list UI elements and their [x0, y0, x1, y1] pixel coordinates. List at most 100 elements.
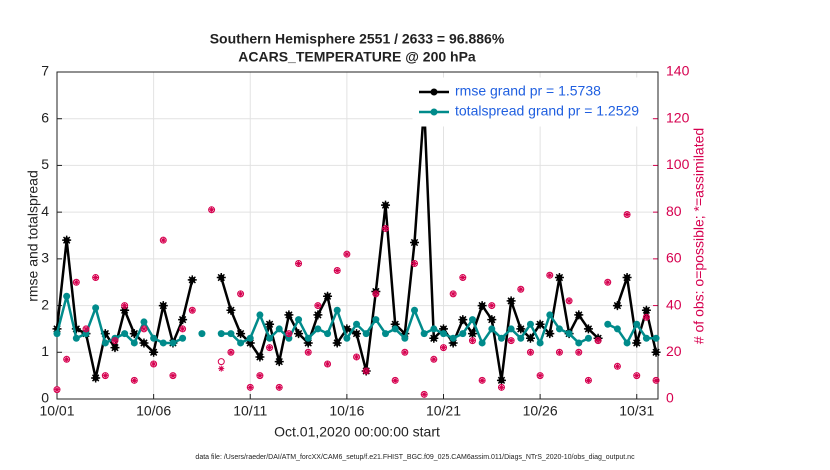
assimilated-obs — [121, 302, 128, 309]
rmse-marker — [178, 315, 188, 325]
rmse-marker — [467, 329, 477, 339]
star — [284, 310, 294, 320]
rmse-marker — [255, 352, 265, 362]
rmse-marker — [120, 305, 130, 315]
rmse-marker — [429, 333, 439, 343]
spread-marker — [130, 339, 138, 347]
rmse-marker — [236, 329, 246, 339]
spread-marker — [449, 334, 457, 342]
x-axis-label: Oct.01,2020 00:00:00 start — [274, 424, 440, 440]
assimilated-obs — [508, 337, 515, 344]
star — [525, 333, 535, 343]
star — [274, 357, 284, 367]
legend-label: totalspread grand pr = 1.2529 — [455, 103, 639, 119]
rmse-marker — [274, 357, 284, 367]
assimilated-obs — [498, 384, 505, 391]
star — [612, 301, 622, 311]
star — [622, 273, 632, 283]
assimilated-obs — [595, 337, 602, 344]
star — [583, 324, 593, 334]
rmse-marker — [158, 301, 168, 311]
star — [651, 347, 661, 357]
spread-marker — [555, 325, 563, 333]
rmse-marker — [294, 329, 304, 339]
assimilated-obs — [73, 279, 80, 286]
assimilated-obs — [353, 353, 360, 360]
star — [332, 338, 342, 348]
assimilated-obs — [227, 349, 234, 356]
star — [381, 200, 391, 210]
star — [255, 352, 265, 362]
star — [632, 338, 642, 348]
y-tick-label: 7 — [41, 63, 49, 79]
assimilated-obs — [585, 377, 592, 384]
rmse-marker — [149, 347, 159, 357]
rmse-marker — [284, 310, 294, 320]
rmse-marker — [187, 275, 197, 285]
rmse-marker — [216, 273, 226, 283]
spread-marker — [179, 334, 187, 342]
y2-tick-label: 140 — [666, 63, 690, 79]
spread-marker — [314, 325, 322, 333]
spread-marker — [526, 320, 534, 328]
star — [91, 373, 101, 383]
spread-marker — [430, 325, 438, 333]
rmse-marker — [139, 338, 149, 348]
assimilated-obs — [276, 384, 283, 391]
assimilated-obs — [643, 314, 650, 321]
rmse-marker — [632, 338, 642, 348]
spread-marker — [227, 330, 235, 338]
rmse-marker — [226, 305, 236, 315]
star — [429, 333, 439, 343]
y2-tick-label: 100 — [666, 156, 690, 172]
spread-marker — [198, 330, 206, 338]
assimilated-obs — [392, 377, 399, 384]
spread-marker — [536, 339, 544, 347]
spread-marker — [382, 330, 390, 338]
spread-marker — [72, 334, 80, 342]
star — [62, 235, 72, 245]
rmse-marker — [410, 238, 420, 248]
star — [313, 310, 323, 320]
y2-tick-label: 80 — [666, 203, 682, 219]
legend-label: rmse grand pr = 1.5738 — [455, 83, 601, 99]
assimilated-obs — [411, 260, 418, 267]
star — [352, 329, 362, 339]
rmse-marker — [91, 373, 101, 383]
spread-marker — [584, 334, 592, 342]
star — [410, 238, 420, 248]
star — [216, 273, 226, 283]
y-axis-label: rmse and totalspread — [25, 170, 41, 302]
assimilated-obs — [614, 363, 621, 370]
star — [477, 301, 487, 311]
assimilated-obs — [372, 290, 379, 297]
spread-marker — [575, 339, 583, 347]
spread-marker — [642, 334, 650, 342]
star — [100, 329, 110, 339]
assimilated-obs — [430, 356, 437, 363]
y-tick-label: 5 — [41, 156, 49, 172]
spread-marker — [343, 334, 351, 342]
assimilated-obs — [314, 302, 321, 309]
rmse-marker — [535, 319, 545, 329]
assimilated-obs — [537, 372, 544, 379]
star — [535, 319, 545, 329]
star — [448, 338, 458, 348]
assimilated-obs — [363, 367, 370, 374]
assimilated-obs — [102, 372, 109, 379]
assimilated-obs — [566, 297, 573, 304]
assimilated-obs — [324, 360, 331, 367]
assimilated-obs — [247, 384, 254, 391]
star — [641, 305, 651, 315]
assimilated-obs — [604, 279, 611, 286]
star — [158, 301, 168, 311]
x-tick-label: 10/01 — [39, 403, 74, 419]
star — [400, 329, 410, 339]
rmse-marker — [265, 319, 275, 329]
star — [516, 324, 526, 334]
assimilated-obs — [179, 325, 186, 332]
star — [129, 329, 139, 339]
assimilated-obs — [450, 290, 457, 297]
